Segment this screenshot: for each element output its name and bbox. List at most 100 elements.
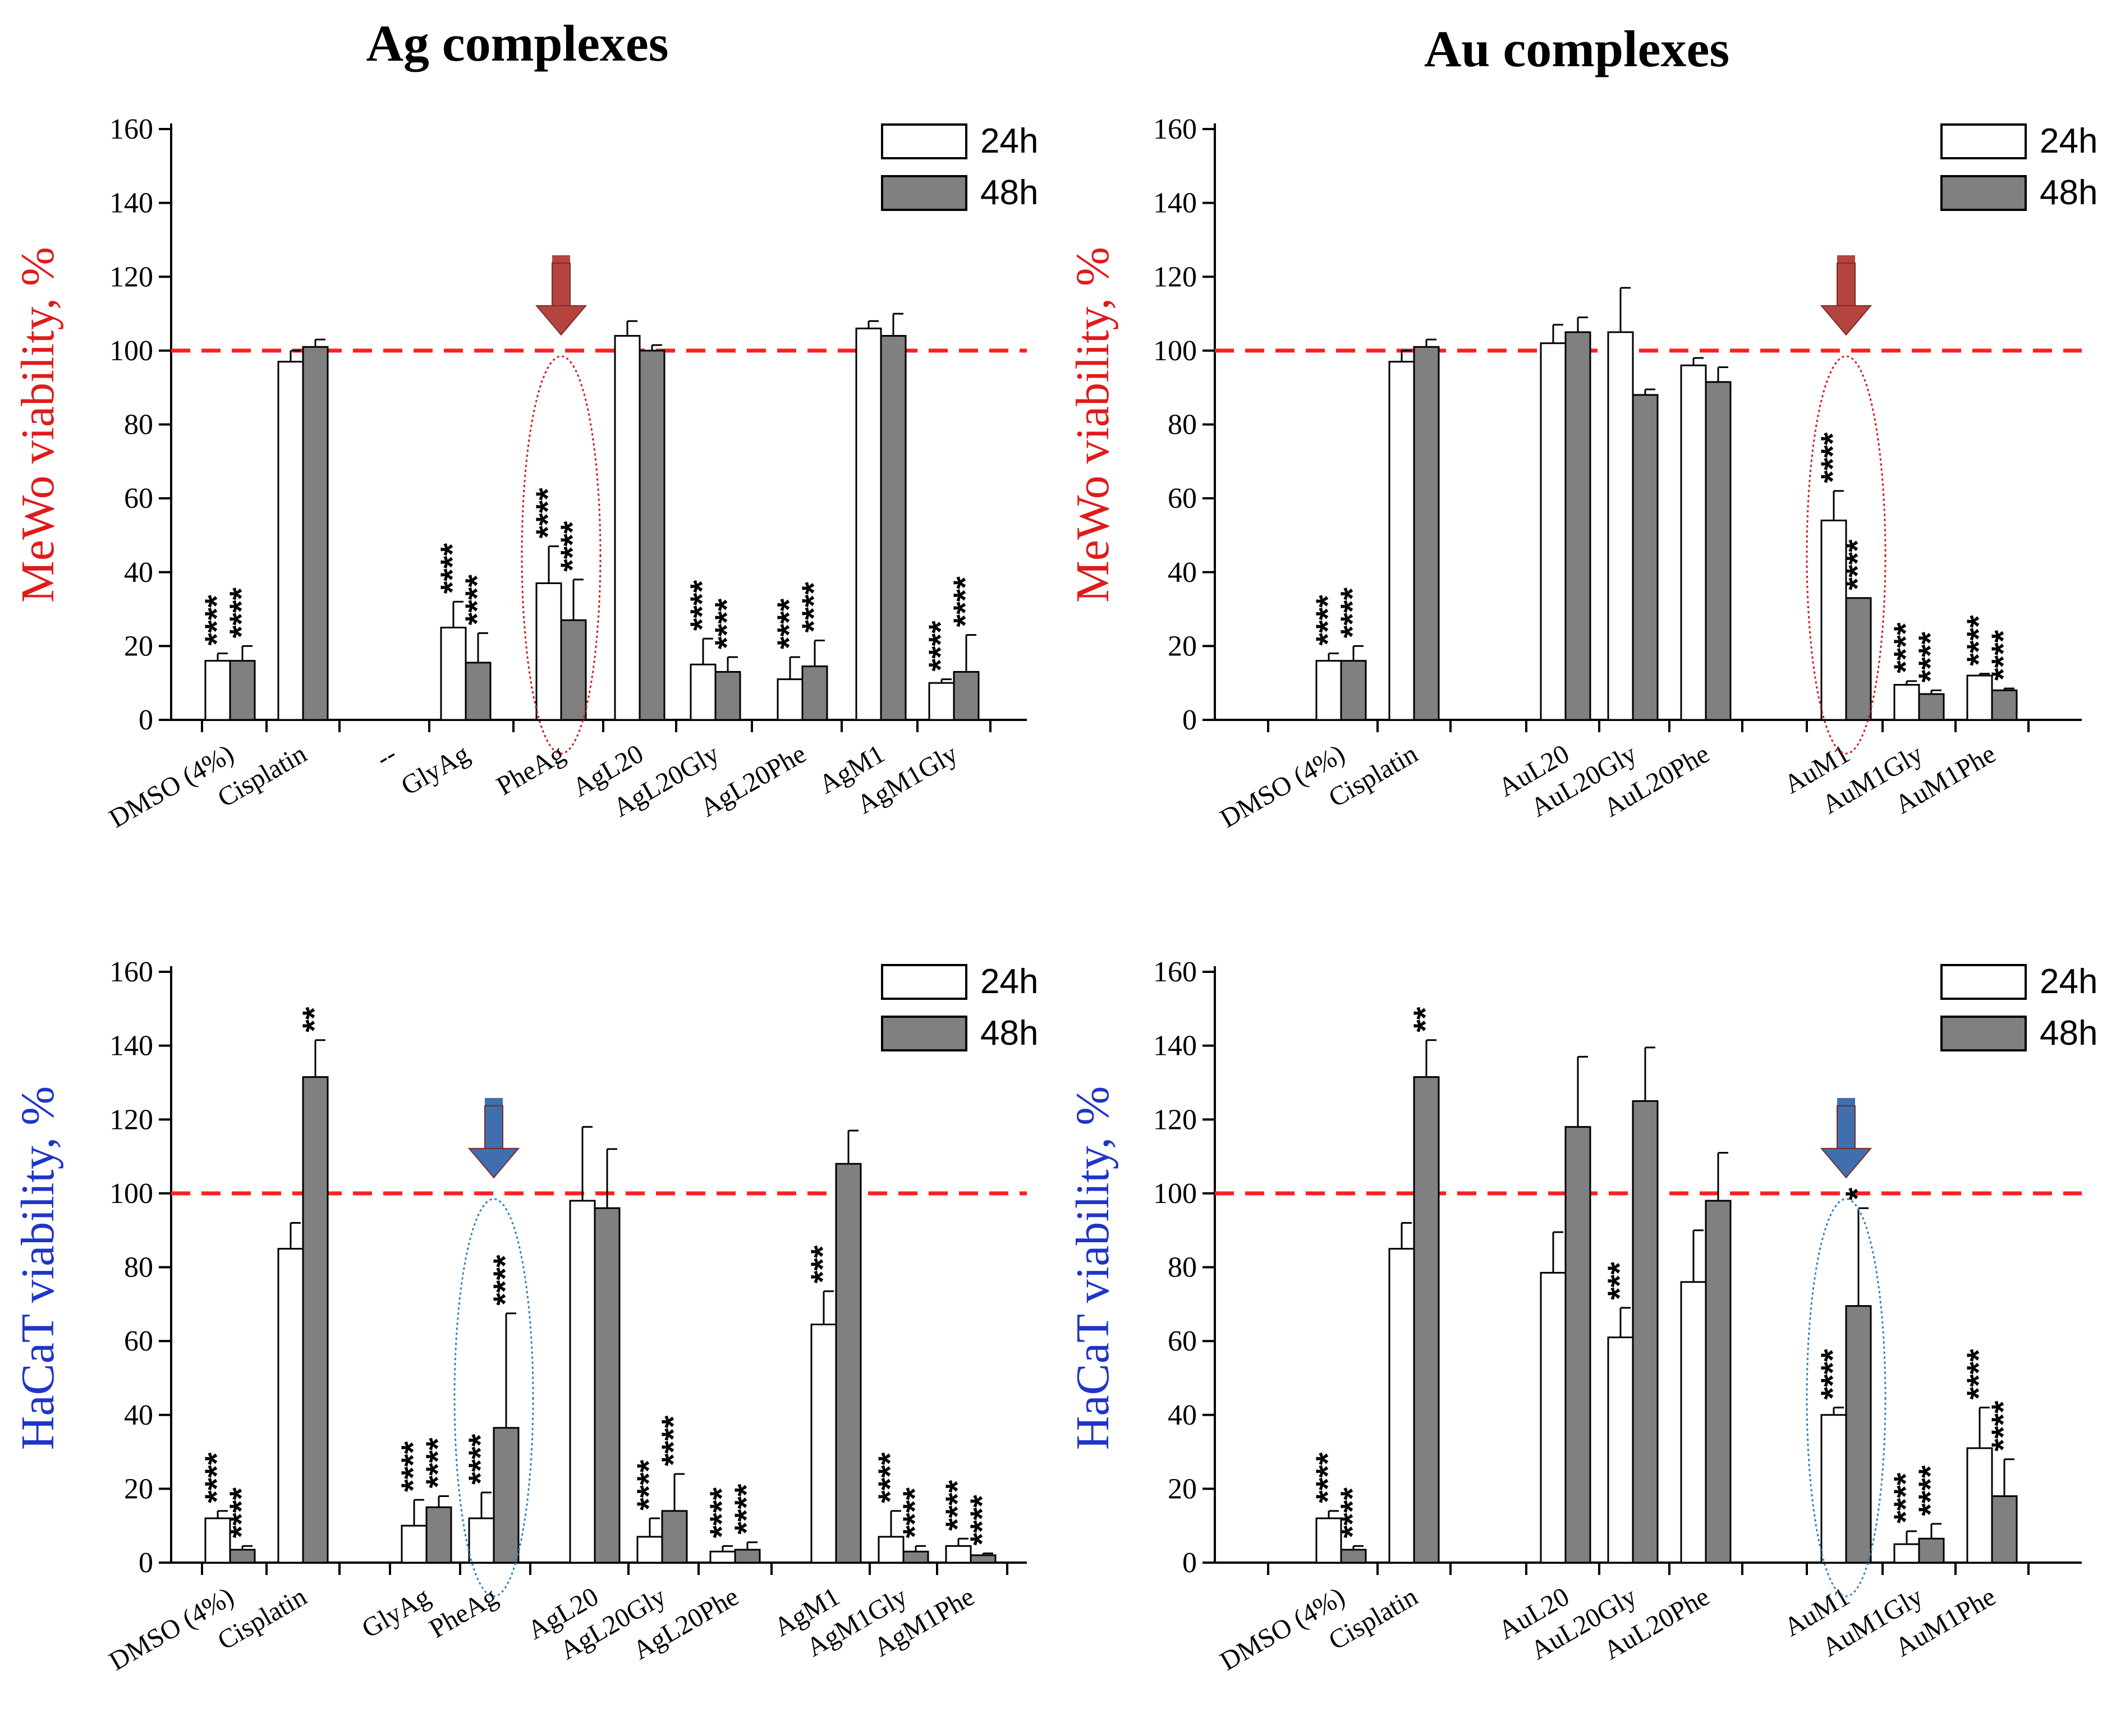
significance-stars: *** — [1601, 1262, 1638, 1300]
significance-stars: **** — [199, 1452, 235, 1503]
y-axis-label-cell: MeWo — [1067, 475, 1119, 603]
y-tick-label: 160 — [1153, 956, 1197, 988]
bar-24h — [440, 626, 467, 721]
significance-stars: **** — [1985, 630, 2022, 681]
significance-stars: **** — [530, 488, 566, 539]
significance-stars: ** — [1407, 1007, 1444, 1032]
y-tick-label: 120 — [1153, 261, 1197, 293]
bar-48h — [302, 1076, 329, 1564]
y-tick-label: 40 — [124, 557, 153, 589]
bar-48h — [1413, 1076, 1440, 1564]
y-tick-label: 140 — [109, 187, 153, 219]
significance-stars: **** — [554, 521, 591, 572]
significance-stars: **** — [1334, 587, 1371, 639]
bar-24h — [569, 1200, 596, 1564]
significance-stars: **** — [728, 1484, 765, 1535]
significance-stars: **** — [631, 1459, 667, 1510]
bar-24h — [1607, 1337, 1634, 1564]
bar-48h — [970, 1554, 997, 1564]
category-label: GlyAg — [396, 739, 475, 801]
highlight-arrow-icon — [467, 1097, 520, 1179]
bar-24h — [690, 663, 717, 721]
legend-label-48h: 48h — [2040, 1014, 2097, 1053]
y-axis-label-cell: HaCaT — [1067, 1315, 1119, 1450]
arrow-head — [1820, 305, 1872, 336]
bar-24h — [1966, 1447, 1993, 1564]
bar-48h — [1991, 1495, 2018, 1564]
bar-24h — [1820, 520, 1847, 721]
y-tick-label: 80 — [124, 1252, 153, 1284]
significance-stars: *** — [805, 1245, 841, 1283]
bar-24h — [810, 1324, 837, 1564]
y-axis-label-cell: HaCaT — [12, 1315, 64, 1450]
y-tick-label: 20 — [124, 630, 153, 662]
arrow-head — [467, 1147, 520, 1179]
significance-stars: **** — [462, 1434, 499, 1485]
legend-label-48h: 48h — [980, 173, 1038, 212]
bar-48h — [302, 346, 329, 721]
significance-stars: **** — [1961, 1349, 1997, 1400]
y-axis-label: MeWo viability, % — [1067, 247, 1119, 603]
bar-48h — [229, 660, 256, 721]
significance-stars: **** — [1985, 1400, 2022, 1452]
highlight-ellipse — [521, 355, 602, 755]
legend-label-48h: 48h — [980, 1014, 1038, 1053]
bar-48h — [594, 1207, 621, 1564]
highlight-ellipse — [1806, 355, 1887, 755]
bar-48h — [1918, 693, 1945, 721]
arrow-shaft — [1837, 262, 1856, 307]
bar-24h — [709, 1550, 736, 1564]
significance-stars: **** — [939, 1480, 976, 1531]
y-tick-label: 60 — [124, 483, 153, 515]
category-label: PheAg — [492, 739, 570, 801]
bar-48h — [1564, 1126, 1591, 1564]
legend-swatch-48h — [1940, 1016, 2027, 1051]
significance-stars: **** — [1961, 615, 1997, 666]
bar-48h — [661, 1510, 688, 1564]
bar-48h — [714, 670, 741, 721]
arrow-cap — [1837, 255, 1855, 264]
bar-48h — [465, 662, 492, 721]
y-tick-label: 0 — [1182, 704, 1197, 736]
significance-stars: **** — [947, 576, 984, 627]
y-tick-label: 140 — [1153, 187, 1197, 219]
significance-stars: ** — [296, 1007, 333, 1032]
bar-24h — [1388, 1248, 1415, 1564]
legend-swatch-48h — [1940, 175, 2027, 211]
y-tick-label: 0 — [139, 1547, 153, 1579]
bar-24h — [1893, 683, 1920, 721]
bar-48h — [229, 1549, 256, 1564]
y-tick-label: 160 — [109, 113, 153, 145]
y-axis-label-suffix: viability, % — [1067, 247, 1119, 476]
bar-48h — [1632, 1100, 1659, 1564]
bar-24h — [928, 682, 955, 721]
category-label: PheAg — [424, 1582, 503, 1644]
y-axis-label-cell: MeWo — [12, 475, 64, 603]
y-axis-label: HaCaT viability, % — [12, 1086, 64, 1450]
significance-stars: **** — [487, 1255, 524, 1306]
y-tick-label: 80 — [1168, 1252, 1197, 1284]
y-tick-label: 160 — [109, 956, 153, 988]
bar-48h — [493, 1427, 520, 1564]
significance-stars: **** — [709, 598, 745, 649]
y-tick-label: 100 — [1153, 1178, 1197, 1210]
highlight-arrow-icon — [535, 255, 587, 336]
arrow-shaft — [1837, 1105, 1856, 1150]
bar-48h — [425, 1506, 452, 1564]
significance-stars: **** — [796, 582, 832, 633]
y-tick-label: 20 — [1168, 1473, 1197, 1505]
category-label: GlyAg — [357, 1582, 435, 1644]
legend-swatch-24h — [881, 964, 967, 1000]
significance-stars: **** — [1888, 1472, 1924, 1523]
y-tick-label: 0 — [1182, 1547, 1197, 1579]
bar-48h — [1991, 689, 2018, 721]
bar-48h — [902, 1550, 929, 1564]
y-axis-label-suffix: viability, % — [12, 1086, 64, 1315]
bar-24h — [1680, 364, 1707, 721]
significance-stars: **** — [1815, 1349, 1851, 1400]
bar-24h — [204, 1517, 231, 1564]
legend-label-24h: 24h — [980, 122, 1038, 160]
legend-swatch-48h — [881, 1016, 967, 1051]
bar-48h — [1413, 346, 1440, 721]
